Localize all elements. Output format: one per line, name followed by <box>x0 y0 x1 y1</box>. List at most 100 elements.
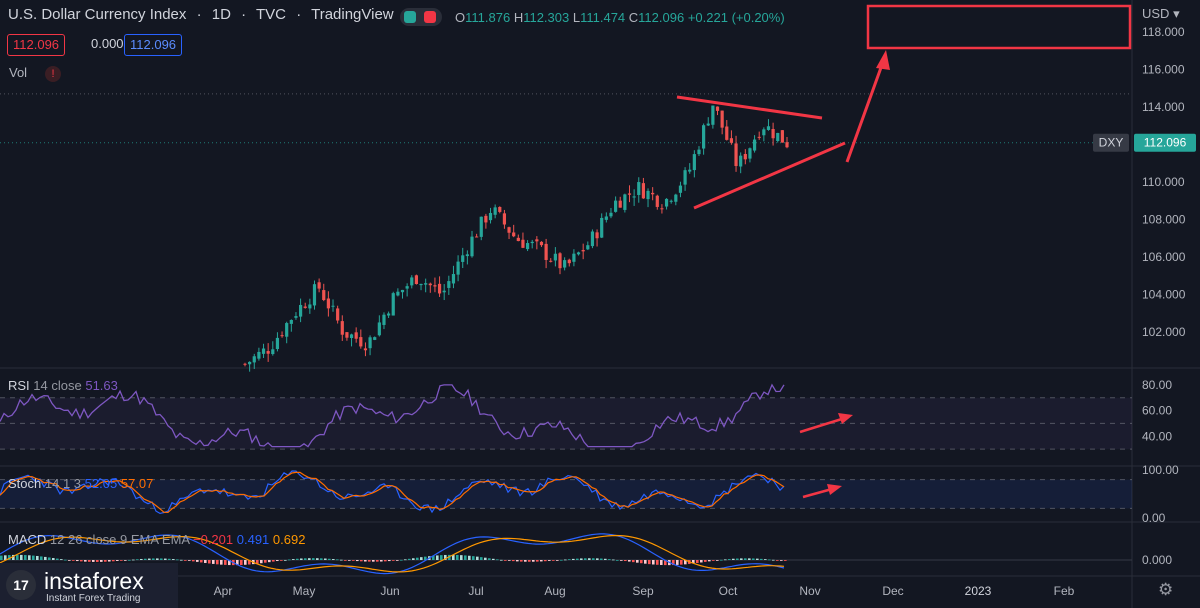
macd-hist-value: −0.201 <box>193 532 234 547</box>
macd-line <box>0 533 785 575</box>
market-open-icon <box>404 11 416 23</box>
macd-histogram-bar <box>396 560 399 561</box>
candle-body <box>507 227 511 233</box>
candle-body <box>544 243 548 260</box>
market-status-toggle[interactable] <box>400 8 442 26</box>
candle-body <box>706 123 710 126</box>
triangle-lower-trendline <box>693 141 846 210</box>
candle-body <box>280 335 284 337</box>
symbol-title[interactable]: U.S. Dollar Currency Index <box>8 6 187 23</box>
macd-histogram-bar <box>620 560 623 561</box>
ohlc-values: O111.876 H112.303 L111.474 C112.096 +0.2… <box>455 10 785 25</box>
macd-histogram-bar <box>664 560 667 566</box>
candle-body <box>678 185 683 193</box>
macd-histogram-bar <box>128 559 131 561</box>
candle-body <box>437 283 442 294</box>
macd-signal-line <box>0 534 785 573</box>
macd-histogram-bar <box>564 559 567 561</box>
macd-histogram-bar <box>220 560 223 565</box>
candle-body <box>308 304 312 309</box>
candle-body <box>521 239 525 248</box>
candle-body <box>354 332 358 339</box>
macd-legend[interactable]: MACD 12 26 close 9 EMA EMA −0.201 0.491 … <box>8 532 305 547</box>
candle-body <box>776 132 780 142</box>
rsi-scale-label: 60.00 <box>1142 404 1172 418</box>
macd-histogram-bar <box>716 560 719 561</box>
candle-body <box>359 337 363 347</box>
macd-histogram-bar <box>108 560 111 562</box>
macd-histogram-bar <box>552 560 555 561</box>
candle-body <box>525 243 530 250</box>
macd-histogram-bar <box>500 559 503 561</box>
buy-price-button[interactable]: 112.096 <box>124 34 183 56</box>
candle-body <box>743 153 747 160</box>
stoch-legend[interactable]: Stoch 14 1 3 52.05 57.07 <box>8 476 153 491</box>
interval-label[interactable]: 1D <box>211 6 231 23</box>
macd-histogram-bar <box>784 560 787 561</box>
macd-histogram-bar <box>548 560 551 561</box>
macd-signal-value: 0.692 <box>272 532 306 547</box>
candle-body <box>692 154 696 171</box>
candle-body <box>312 284 317 306</box>
macd-histogram-bar <box>92 560 95 562</box>
candle-body <box>627 193 632 195</box>
time-axis-label: Apr <box>214 584 233 598</box>
macd-histogram-bar <box>588 558 591 560</box>
macd-histogram-bar <box>644 560 647 564</box>
ticker-label: DXY <box>1099 136 1124 150</box>
macd-histogram-bar <box>508 560 511 561</box>
macd-histogram-bar <box>492 558 495 560</box>
macd-histogram-bar <box>572 558 575 560</box>
stoch-name: Stoch <box>8 476 42 491</box>
candle-body <box>451 274 456 284</box>
macd-histogram-bar <box>476 556 479 560</box>
candle-body <box>688 169 692 172</box>
macd-histogram-bar <box>348 560 351 561</box>
volume-label: Vol <box>9 65 28 80</box>
sell-price-button[interactable]: 112.096 <box>7 34 66 56</box>
macd-histogram-bar <box>560 559 563 561</box>
macd-histogram-bar <box>84 560 87 562</box>
macd-histogram-bar <box>356 560 359 562</box>
rsi-arrow-head <box>838 413 853 424</box>
currency-selector[interactable]: USD ▾ <box>1142 6 1180 21</box>
candle-body <box>317 282 321 289</box>
macd-histogram-bar <box>184 560 187 561</box>
macd-histogram-bar <box>204 560 207 563</box>
market-closed-icon <box>424 11 436 23</box>
candle-body <box>674 194 678 202</box>
macd-histogram-bar <box>424 556 427 560</box>
macd-histogram-bar <box>264 560 267 563</box>
time-axis-label: Feb <box>1054 584 1075 598</box>
candle-body <box>271 349 275 355</box>
macd-histogram-bar <box>452 554 455 560</box>
settings-gear-icon[interactable]: ⚙ <box>1158 580 1174 599</box>
macd-histogram-bar <box>740 558 743 560</box>
macd-histogram-bar <box>736 558 739 560</box>
close-label: C <box>628 10 639 25</box>
time-axis-label: Dec <box>882 584 903 598</box>
candle-body <box>729 138 734 143</box>
macd-histogram-bar <box>612 559 615 561</box>
candle-body <box>391 293 395 316</box>
macd-histogram-bar <box>304 558 307 560</box>
candle-body <box>632 196 636 198</box>
warning-icon[interactable]: ! <box>45 66 62 82</box>
macd-histogram-bar <box>516 560 519 562</box>
candlestick-series <box>243 105 789 372</box>
volume-legend[interactable]: Vol! <box>9 65 62 82</box>
macd-histogram-bar <box>636 560 639 563</box>
candle-body <box>595 232 599 239</box>
candle-body <box>252 356 256 363</box>
macd-histogram-bar <box>112 560 115 562</box>
macd-histogram-bar <box>388 560 391 562</box>
separator-dot: · <box>241 6 247 23</box>
macd-histogram-bar <box>352 560 355 561</box>
candle-body <box>669 200 673 202</box>
macd-histogram-bar <box>104 560 107 562</box>
ticker-badge <box>1093 133 1129 152</box>
candle-body <box>660 208 664 210</box>
rsi-legend[interactable]: RSI 14 close 51.63 <box>8 378 118 393</box>
stoch-k-value: 52.05 <box>84 476 118 491</box>
